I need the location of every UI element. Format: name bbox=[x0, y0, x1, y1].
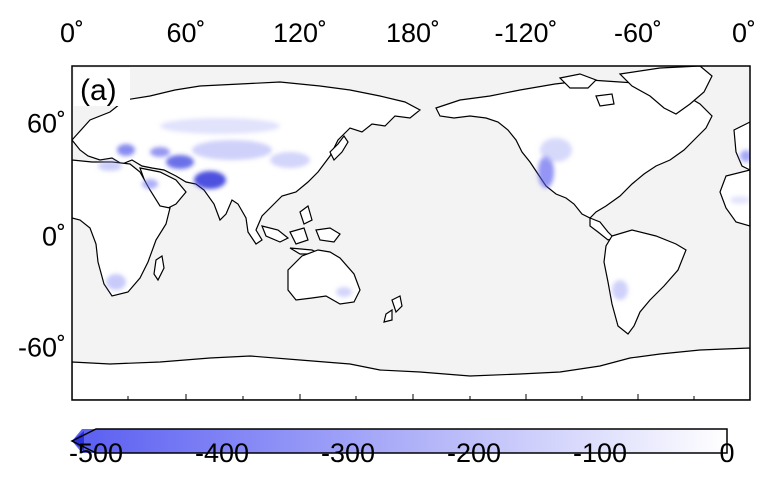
lon-tick-120: 120˚ bbox=[272, 18, 328, 48]
lat-tick-60: 60˚ bbox=[26, 108, 66, 139]
new-zealand bbox=[383, 295, 403, 323]
arctic-islands bbox=[558, 73, 615, 107]
land-masses bbox=[72, 66, 750, 400]
colorbar-outline bbox=[70, 428, 728, 454]
colorbar bbox=[70, 428, 728, 454]
eurasia bbox=[72, 81, 422, 245]
data-overlay bbox=[98, 118, 750, 300]
maritime-se-asia bbox=[261, 204, 341, 255]
colorbar-ticks bbox=[95, 449, 728, 453]
lon-tick-360: 0˚ bbox=[731, 18, 757, 48]
bottom-ticks bbox=[71, 394, 695, 400]
colorbar-tick-minus400: -400 bbox=[194, 438, 250, 468]
north-america bbox=[435, 79, 713, 219]
south-america bbox=[603, 229, 687, 335]
map-frame bbox=[71, 65, 751, 401]
colorbar-tick-minus500: -500 bbox=[68, 438, 124, 468]
lon-tick-60: 60˚ bbox=[166, 18, 206, 48]
colorbar-gradient bbox=[96, 429, 727, 453]
antarctica bbox=[72, 347, 750, 400]
panel-label-bg bbox=[74, 68, 130, 106]
madagascar bbox=[153, 254, 165, 282]
lon-tick-minus60: -60˚ bbox=[613, 18, 663, 48]
lon-tick-180: 180˚ bbox=[385, 18, 441, 48]
colorbar-tick-minus200: -200 bbox=[446, 438, 502, 468]
lon-tick-0: 0˚ bbox=[59, 18, 85, 48]
lat-tick-0: 0˚ bbox=[41, 221, 66, 252]
colorbar-tick-0: 0 bbox=[719, 438, 735, 468]
africa bbox=[72, 159, 171, 297]
colorbar-tick-minus300: -300 bbox=[320, 438, 376, 468]
lon-tick-minus120: -120˚ bbox=[494, 18, 558, 48]
colorbar-tick-minus100: -100 bbox=[572, 438, 628, 468]
panel-label: (a) bbox=[80, 74, 117, 107]
japan bbox=[329, 134, 349, 162]
lat-tick-minus60: -60˚ bbox=[17, 332, 66, 363]
